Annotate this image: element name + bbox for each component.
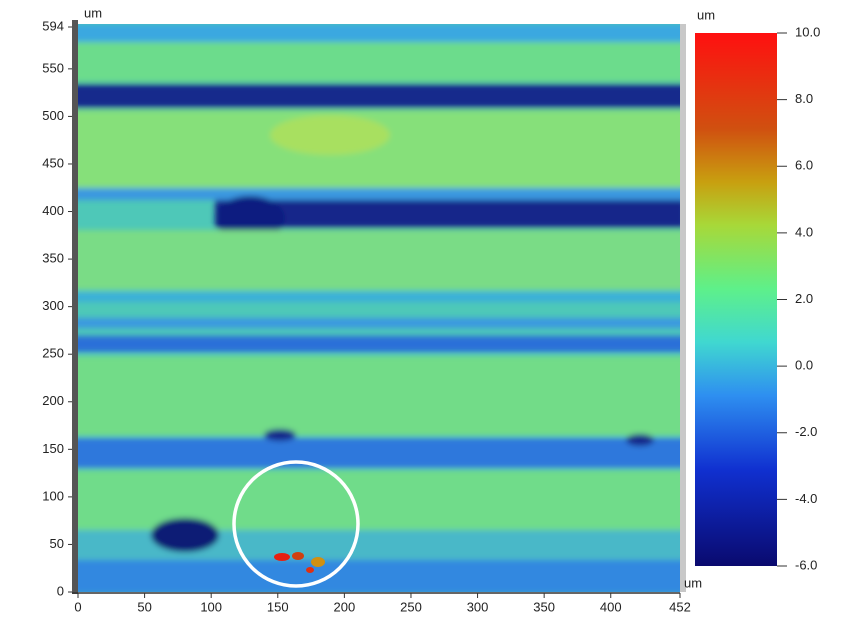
y-tick-label: 400 xyxy=(42,203,64,218)
x-tick-label: 100 xyxy=(200,599,222,614)
colorbar-tick-label: 0.0 xyxy=(795,358,813,373)
y-tick-label: 550 xyxy=(42,60,64,75)
y-tick-label: 500 xyxy=(42,108,64,123)
y-tick-label: 200 xyxy=(42,393,64,408)
y-tick-label: 350 xyxy=(42,251,64,266)
colorbar-tick-label: 10.0 xyxy=(795,24,820,39)
x-tick-label: 250 xyxy=(400,599,422,614)
y-tick-label: 250 xyxy=(42,346,64,361)
right-edge xyxy=(680,24,686,592)
x-tick-label: 400 xyxy=(600,599,622,614)
y-tick-label: 100 xyxy=(42,488,64,503)
colorbar-tick-label: 4.0 xyxy=(795,224,813,239)
y-tick-label: 594 xyxy=(42,18,64,33)
x-tick-label: 150 xyxy=(267,599,289,614)
left-edge xyxy=(72,20,78,594)
y-unit: um xyxy=(84,5,102,20)
highlight-circle xyxy=(232,460,360,588)
x-tick-label: 300 xyxy=(467,599,489,614)
colorbar-tick-label: 2.0 xyxy=(795,291,813,306)
colorbar-tick-label: -4.0 xyxy=(795,491,817,506)
x-tick-label: 350 xyxy=(533,599,555,614)
x-unit: um xyxy=(684,575,702,590)
x-tick-label: 0 xyxy=(74,599,81,614)
y-tick-label: 450 xyxy=(42,155,64,170)
y-tick-label: 0 xyxy=(57,583,64,598)
colorbar-tick-label: 6.0 xyxy=(795,158,813,173)
colorbar-tick-label: -2.0 xyxy=(795,424,817,439)
colorbar xyxy=(695,33,777,566)
y-tick-label: 300 xyxy=(42,298,64,313)
x-tick-label: 200 xyxy=(334,599,356,614)
colorbar-unit: um xyxy=(697,7,715,22)
x-tick-label: 452 xyxy=(669,599,691,614)
colorbar-tick-label: 8.0 xyxy=(795,91,813,106)
y-tick-label: 50 xyxy=(50,536,64,551)
x-tick-label: 50 xyxy=(137,599,151,614)
heatmap-image xyxy=(78,24,680,592)
y-tick-label: 150 xyxy=(42,441,64,456)
colorbar-tick-label: -6.0 xyxy=(795,557,817,572)
